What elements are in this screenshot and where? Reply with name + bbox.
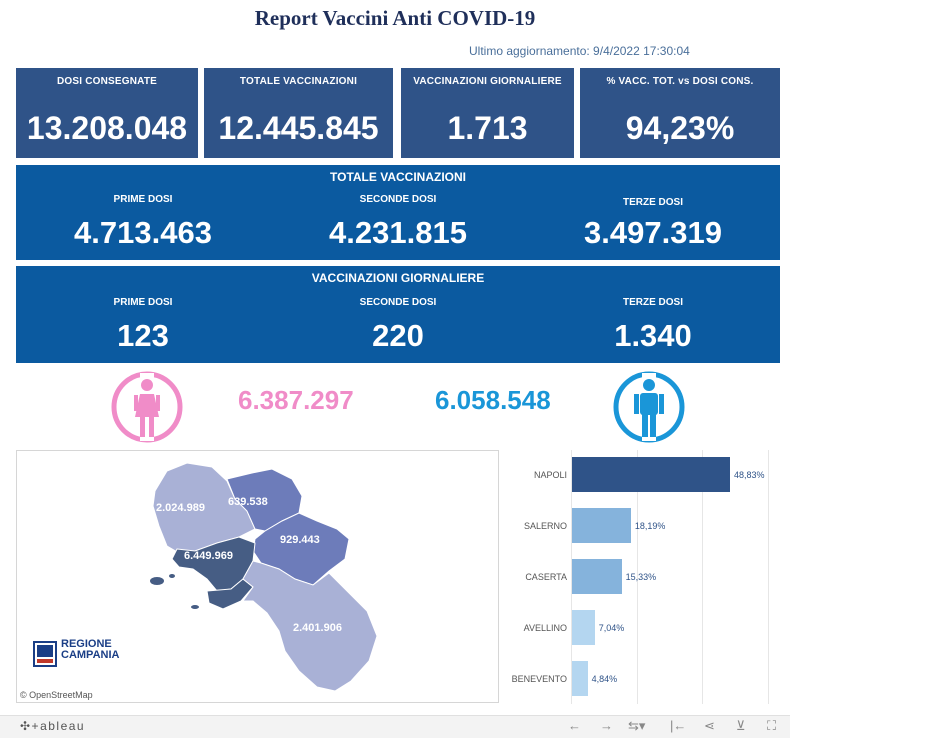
bar-category-label: SALERNO (523, 521, 567, 531)
prime-dosi-totale: PRIME DOSI 4.713.463 (16, 194, 270, 251)
redo-icon[interactable]: → (600, 718, 613, 733)
bar-value-label: 18,19% (634, 521, 666, 531)
island-capri (191, 605, 199, 609)
map-attribution[interactable]: © OpenStreetMap (20, 690, 93, 700)
label-avellino: 929.443 (280, 534, 320, 546)
male-person-icon (613, 371, 685, 443)
regione-campania-logo: REGIONE CAMPANIA (33, 639, 119, 672)
bar-salerno[interactable] (572, 508, 631, 543)
seconde-dosi-totale: SECONDE DOSI 4.231.815 (271, 194, 525, 251)
kpi-vaccinazioni-giornaliere: VACCINAZIONI GIORNALIERE 1.713 (401, 68, 574, 158)
label-salerno: 2.401.906 (293, 622, 342, 634)
col-value: 4.713.463 (74, 215, 212, 250)
province-shapes (150, 462, 378, 692)
col-label: SECONDE DOSI (359, 194, 437, 205)
panel-header: TOTALE VACCINAZIONI (330, 170, 466, 184)
bar-value-label: 48,83% (734, 470, 765, 480)
col-value: 220 (372, 318, 424, 353)
gridline (768, 450, 769, 704)
bar-category-label: BENEVENTO (511, 674, 567, 684)
kpi-label: VACCINAZIONI GIORNALIERE (413, 76, 562, 87)
col-value: 123 (117, 318, 169, 353)
bar-value-label: 15,33% (625, 572, 657, 582)
kpi-value: 94,23% (625, 110, 735, 146)
kpi-percentuale: % VACC. TOT. vs DOSI CONS. 94,23% (580, 68, 780, 158)
logo-line1: REGIONE (61, 638, 112, 650)
bar-benevento[interactable] (572, 661, 588, 696)
col-value: 1.340 (614, 318, 692, 353)
logo-line2: CAMPANIA (61, 649, 120, 661)
bar-caserta[interactable] (572, 559, 622, 594)
revert-icon[interactable]: ⇆▾ (628, 718, 646, 733)
label-caserta: 2.024.989 (156, 502, 205, 514)
fullscreen-icon[interactable]: ⛶ (767, 718, 777, 733)
kpi-value: 1.713 (447, 110, 528, 146)
seconde-dosi-giornaliere: SECONDE DOSI 220 (271, 297, 525, 354)
female-person-icon (111, 371, 183, 443)
gridline (571, 450, 572, 704)
female-total: 6.387.297 (238, 385, 354, 415)
gridline (702, 450, 703, 704)
col-label: PRIME DOSI (113, 297, 173, 308)
tableau-toolbar: ✣+ableau ← → ⇆▾ |← ⋖ ⊻ ⛶ (0, 715, 790, 738)
island-procida (169, 574, 175, 578)
terze-dosi-giornaliere: TERZE DOSI 1.340 (526, 297, 780, 354)
tableau-logo[interactable]: ✣+ableau (20, 719, 86, 733)
logo-text: REGIONE CAMPANIA (61, 639, 119, 661)
col-label: TERZE DOSI (622, 297, 683, 308)
bar-value-label: 4,84% (591, 674, 618, 684)
last-updated: Ultimo aggiornamento: 9/4/2022 17:30:04 (469, 44, 690, 58)
kpi-label: TOTALE VACCINAZIONI (239, 76, 358, 87)
prime-dosi-giornaliere: PRIME DOSI 123 (16, 297, 270, 354)
label-napoli: 6.449.969 (184, 550, 233, 562)
bar-category-label: AVELLINO (523, 623, 567, 633)
bar-category-label: CASERTA (525, 572, 567, 582)
col-label: TERZE DOSI (622, 197, 683, 208)
kpi-dosi-consegnate: DOSI CONSEGNATE 13.208.048 (16, 68, 198, 158)
campania-map[interactable]: 2.024.989 639.538 929.443 6.449.969 2.40… (16, 450, 499, 703)
island-ischia (150, 577, 164, 585)
male-total: 6.058.548 (435, 385, 551, 415)
kpi-label: % VACC. TOT. vs DOSI CONS. (606, 76, 754, 87)
kpi-value: 13.208.048 (26, 110, 188, 146)
terze-dosi-totale: TERZE DOSI 3.497.319 (526, 197, 780, 251)
kpi-label: DOSI CONSEGNATE (56, 76, 158, 87)
province-napoli-coast (206, 578, 254, 610)
bar-category-label: NAPOLI (533, 470, 567, 480)
col-label: SECONDE DOSI (359, 297, 437, 308)
label-benevento: 639.538 (228, 496, 268, 508)
gridline (637, 450, 638, 704)
bar-avellino[interactable] (572, 610, 595, 645)
kpi-value: 12.445.845 (218, 110, 379, 146)
col-value: 3.497.319 (584, 215, 722, 250)
vaccinazioni-giornaliere-panel: VACCINAZIONI GIORNALIERE PRIME DOSI 123 … (16, 266, 780, 363)
panel-header: VACCINAZIONI GIORNALIERE (311, 271, 485, 285)
col-value: 4.231.815 (329, 215, 467, 250)
province-avellino (252, 512, 350, 586)
regione-campania-shield-icon (33, 641, 57, 667)
bar-napoli[interactable] (572, 457, 730, 492)
totale-vaccinazioni-panel: TOTALE VACCINAZIONI PRIME DOSI 4.713.463… (16, 165, 780, 260)
bar-value-label: 7,04% (598, 623, 625, 633)
kpi-totale-vaccinazioni: TOTALE VACCINAZIONI 12.445.845 (204, 68, 393, 158)
pause-icon[interactable]: |← (670, 718, 687, 733)
col-label: PRIME DOSI (113, 194, 173, 205)
page-title: Report Vaccini Anti COVID-19 (254, 6, 536, 30)
share-icon[interactable]: ⋖ (704, 718, 715, 733)
province-salerno (242, 560, 378, 692)
undo-icon[interactable]: ← (568, 718, 581, 733)
download-icon[interactable]: ⊻ (736, 718, 746, 733)
